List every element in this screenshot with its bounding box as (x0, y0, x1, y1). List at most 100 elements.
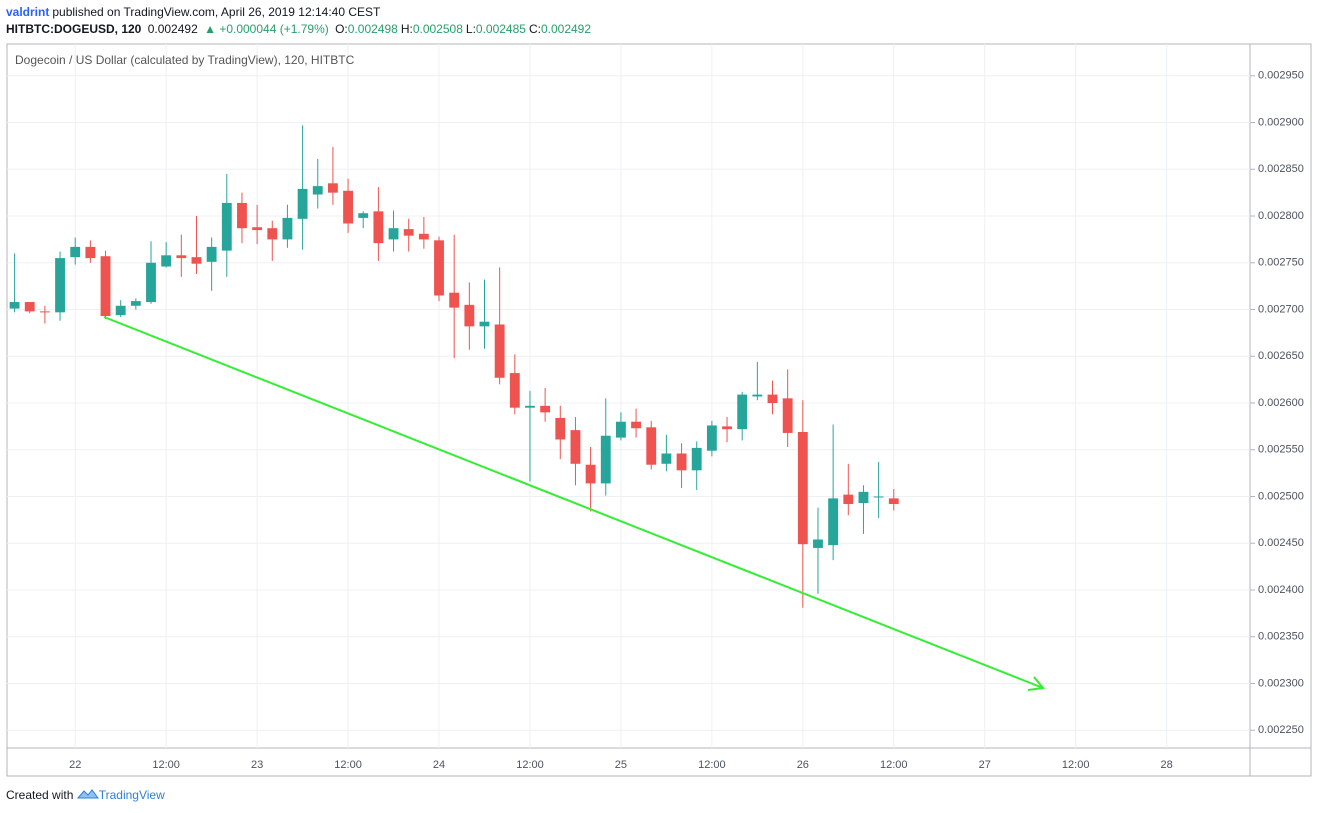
candle-body (191, 257, 202, 264)
chart-title: Dogecoin / US Dollar (calculated by Trad… (15, 53, 355, 67)
y-tick-label: 0.002950 (1258, 70, 1304, 82)
logo (76, 789, 99, 799)
symbol: HITBTC:DOGEUSD, 120 (6, 22, 142, 36)
x-tick-label: 28 (1161, 759, 1173, 771)
candle-body (343, 190, 353, 224)
candle-body (130, 301, 141, 306)
y-tick-label: 0.002750 (1258, 257, 1304, 269)
candle-body (312, 186, 323, 195)
trend-line (103, 316, 1044, 689)
candle-body (888, 498, 899, 504)
y-tick-label: 0.002650 (1258, 350, 1304, 362)
candle-body (449, 292, 460, 308)
x-tick-label: 26 (797, 759, 809, 771)
candle-body (434, 240, 444, 296)
candle-body (418, 233, 429, 240)
y-tick-label: 0.002700 (1258, 303, 1304, 315)
y-tick-label: 0.002600 (1258, 397, 1304, 409)
candle-body (525, 405, 535, 408)
candle-body (722, 426, 732, 430)
ohlc-label: C: (528, 22, 541, 36)
candle-body (494, 324, 505, 378)
created-with: Created with (6, 788, 74, 802)
ohlc-value: 0.002492 (540, 22, 592, 36)
chart-frame (6, 43, 1312, 777)
brand[interactable]: TradingView (98, 788, 165, 802)
candle-body (479, 321, 490, 327)
x-tick-label: 25 (615, 759, 627, 771)
y-tick-label: 0.002350 (1258, 631, 1304, 643)
candle-body (388, 228, 399, 240)
y-tick-label: 0.002400 (1258, 584, 1304, 596)
y-tick-label: 0.002850 (1258, 163, 1304, 175)
arrow-head (1027, 676, 1045, 691)
candle-body (706, 425, 717, 451)
x-tick-label: 23 (251, 759, 263, 771)
ohlc-value: 0.002485 (475, 22, 526, 36)
x-tick-label: 12:00 (152, 759, 180, 771)
candle-body (767, 394, 778, 404)
x-tick-label: 27 (979, 759, 991, 771)
x-tick-label: 12:00 (516, 759, 544, 771)
y-tick-label: 0.002900 (1258, 116, 1304, 128)
candle-body (843, 494, 854, 504)
candles (9, 125, 899, 608)
candle-body (297, 188, 308, 219)
candle-body (555, 417, 566, 440)
x-tick-label: 22 (69, 759, 81, 771)
candle-body (676, 453, 687, 471)
candle-body (570, 430, 581, 464)
candle-body (858, 491, 869, 504)
y-tick-label: 0.002450 (1258, 537, 1304, 549)
candle-body (782, 398, 793, 433)
candle-body (39, 311, 50, 313)
candle-body (55, 258, 65, 313)
candle-body (282, 217, 293, 240)
x-tick-label: 12:00 (1062, 759, 1090, 771)
x-tick-label: 12:00 (880, 759, 908, 771)
candle-body (585, 464, 596, 484)
candle-body (646, 427, 657, 465)
candle-body (24, 302, 35, 312)
candle-body (737, 394, 748, 430)
ohlc-label: H: (400, 22, 413, 36)
candle-body (373, 211, 384, 244)
candle-body (115, 305, 126, 316)
candle-body (403, 229, 414, 236)
candle-body (752, 394, 763, 397)
candle-body (600, 435, 611, 484)
ohlc-value: 0.002498 (347, 22, 398, 36)
candle-body (100, 256, 111, 317)
author[interactable]: valdrint (6, 5, 50, 19)
x-tick-label: 12:00 (334, 759, 362, 771)
candle-body (873, 496, 884, 498)
ohlc-label: L: (465, 22, 476, 36)
y-tick-label: 0.002250 (1258, 724, 1304, 736)
y-tick-label: 0.002500 (1258, 490, 1304, 502)
candle-body (509, 373, 520, 408)
x-tick-label: 12:00 (698, 759, 726, 771)
candle-body (237, 202, 247, 229)
candle-body (221, 202, 232, 251)
candle-body (85, 246, 96, 259)
candle-body (797, 431, 808, 545)
ohlc: O:0.002498 H:0.002508 L:0.002485 C:0.002492 (335, 22, 594, 36)
ohlc-label: O: (335, 22, 348, 36)
candle-body (9, 302, 20, 309)
candle-body (540, 405, 551, 413)
candle-body (828, 498, 839, 546)
candle-body (146, 262, 156, 303)
candle-body (631, 421, 642, 429)
candle-body (464, 304, 475, 327)
candle-body (327, 183, 338, 193)
publish-line: valdrint published on TradingView.com, Ap… (6, 5, 383, 19)
candle-body (813, 539, 823, 548)
trend-arrow (103, 316, 1045, 691)
y-tick-label: 0.002300 (1258, 677, 1304, 689)
ohlc-value: 0.002508 (412, 22, 463, 36)
y-tick-label: 0.002550 (1258, 444, 1304, 456)
candle-body (176, 255, 187, 259)
candle-body (267, 228, 278, 240)
